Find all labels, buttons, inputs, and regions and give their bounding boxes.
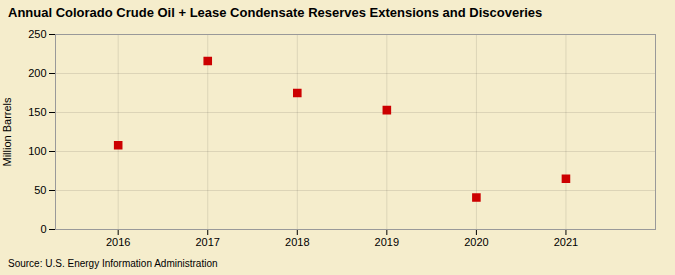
svg-text:150: 150 (28, 106, 46, 118)
svg-text:Million Barrels: Million Barrels (1, 97, 13, 167)
svg-text:0: 0 (40, 223, 46, 235)
html-text:Annual Colorado Crude Oil + Le: Annual Colorado Crude Oil + Lease Conden… (8, 5, 543, 20)
html-text:Source: U.S. Energy Informatio: Source: U.S. Energy Information Administ… (8, 258, 218, 269)
svg-text:50: 50 (34, 184, 46, 196)
svg-text:2020: 2020 (464, 236, 488, 248)
svg-text:2017: 2017 (195, 236, 219, 248)
svg-text:2019: 2019 (375, 236, 399, 248)
svg-text:2021: 2021 (554, 236, 578, 248)
svg-text:2016: 2016 (106, 236, 130, 248)
svg-text:200: 200 (28, 67, 46, 79)
svg-text:2018: 2018 (285, 236, 309, 248)
svg-text:100: 100 (28, 145, 46, 157)
svg-text:250: 250 (28, 28, 46, 40)
